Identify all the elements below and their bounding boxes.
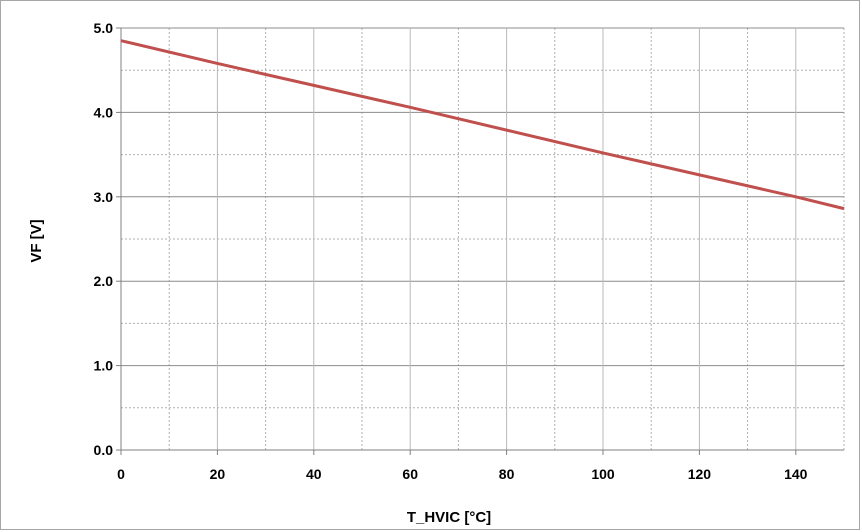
x-tick-label: 140: [784, 466, 808, 482]
x-tick-label: 120: [688, 466, 712, 482]
gridlines: [120, 27, 845, 451]
x-tick-label: 100: [591, 466, 615, 482]
y-tick-label: 3.0: [94, 189, 114, 205]
vf-series-line: [120, 39, 845, 211]
plot-axes: [116, 27, 844, 455]
tick-labels: 0.0 1.0 2.0 3.0 4.0 5.0 0 20 40 60 80 100 120 140: [94, 20, 808, 482]
y-tick-label: 5.0: [94, 20, 114, 36]
y-tick-label: 4.0: [94, 104, 114, 120]
x-tick-label: 80: [499, 466, 515, 482]
y-tick-label: 1.0: [94, 358, 114, 374]
y-tick-label: 0.0: [94, 442, 114, 458]
x-tick-label: 0: [117, 466, 125, 482]
y-axis-title: VF [V]: [28, 219, 45, 262]
y-tick-label: 2.0: [94, 273, 114, 289]
x-tick-label: 40: [306, 466, 322, 482]
x-tick-label: 60: [402, 466, 418, 482]
x-axis-title: T_HVIC [°C]: [407, 509, 491, 526]
x-tick-label: 20: [210, 466, 226, 482]
series-layer: [120, 39, 845, 211]
